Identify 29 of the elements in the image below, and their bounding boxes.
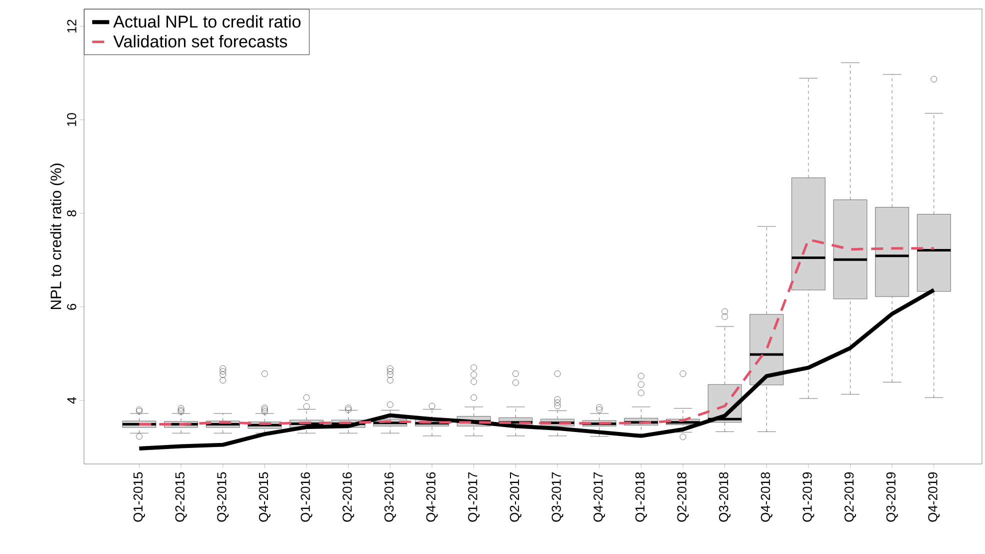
x-tick-label: Q1-2019 xyxy=(802,472,814,522)
x-tick-label: Q1-2015 xyxy=(133,472,145,522)
y-tick-label: 12 xyxy=(67,20,76,33)
x-tick-label: Q4-2019 xyxy=(928,472,940,522)
x-tick-label: Q3-2019 xyxy=(886,472,898,522)
y-tick-label: 8 xyxy=(67,210,76,216)
legend-label: Validation set forecasts xyxy=(113,34,288,48)
x-tick-label: Q2-2018 xyxy=(677,472,689,522)
x-tick-label: Q2-2019 xyxy=(844,472,856,522)
legend-label: Actual NPL to credit ratio xyxy=(113,15,300,28)
x-tick-label: Q1-2017 xyxy=(468,472,480,522)
y-tick-label: 4 xyxy=(67,397,76,404)
x-tick-label: Q2-2016 xyxy=(342,472,354,522)
x-tick-label: Q3-2016 xyxy=(384,472,396,522)
x-tick-label: Q3-2015 xyxy=(217,472,229,522)
x-tick-label: Q4-2016 xyxy=(426,472,438,522)
x-tick-label: Q4-2015 xyxy=(258,472,270,522)
x-tick-label: Q2-2015 xyxy=(175,472,187,522)
y-axis-title: NPL to credit ratio (%) xyxy=(50,164,64,310)
x-tick-label: Q2-2017 xyxy=(510,472,522,522)
y-tick-label: 6 xyxy=(67,304,76,310)
x-tick-label: Q1-2018 xyxy=(635,472,647,522)
line-series xyxy=(137,288,936,451)
x-tick-label: Q3-2017 xyxy=(552,472,564,522)
y-tick-label: 10 xyxy=(67,113,76,126)
x-tick-label: Q1-2016 xyxy=(300,472,312,522)
x-tick-label: Q4-2017 xyxy=(594,472,606,522)
x-tick-label: Q3-2018 xyxy=(719,472,731,522)
x-tick-label: Q4-2018 xyxy=(760,472,772,522)
